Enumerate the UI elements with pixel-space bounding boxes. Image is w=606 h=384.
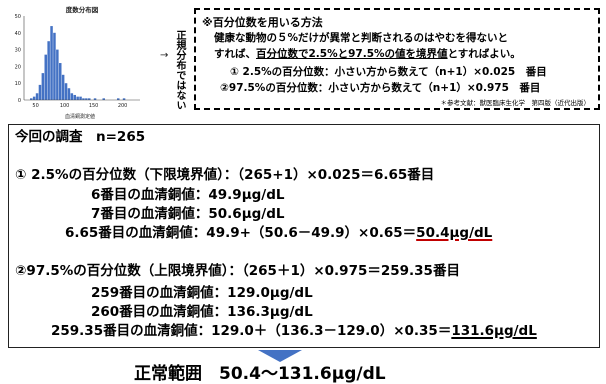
x-axis-ticks: 50 100 150 200 [32, 103, 127, 109]
survey-header: 今回の調査 n=265 [15, 129, 146, 145]
histogram-bar [47, 41, 50, 100]
y-tick-label: 40 [15, 31, 21, 37]
arrow-right-icon: → [160, 50, 169, 61]
x-tick-label: 50 [32, 103, 38, 109]
x-tick-label: 150 [89, 103, 99, 109]
lower-interpolation-formula: 6.65番目の血清銅値：49.9+（50.6－49.9）×0.65＝ [65, 225, 417, 241]
histogram-bar [30, 98, 33, 100]
histogram-bar [70, 93, 74, 100]
y-tick-label: 50 [15, 14, 21, 20]
upper-value-260th: 260番目の血清銅値：136.3μg/dL [91, 304, 313, 320]
method-line-2-underlined: 百分位数で2.5%と97.5%の値を境界値 [256, 48, 448, 60]
method-line-2-pre: すれば、 [214, 48, 256, 60]
histogram-bar [61, 74, 65, 100]
upper-interpolation: 259.35番目の血清銅値：129.0＋（136.3－129.0）×0.35＝1… [51, 323, 537, 339]
histogram-bars [30, 26, 126, 100]
y-tick-label: 20 [15, 64, 21, 70]
method-formula-1: ① 2.5%の百分位数：小さい方から数えて（n+1）×0.025 番目 [230, 66, 547, 78]
arrow-down-icon [258, 350, 302, 362]
histogram-bar [102, 98, 105, 100]
histogram-bar [76, 96, 79, 100]
histogram-bar [85, 98, 88, 100]
lower-value-7th: 7番目の血清銅値：50.6μg/dL [91, 206, 285, 222]
method-formula-2: ②97.5%の百分位数：小さい方から数えて（n+1）×0.975 番目 [220, 82, 541, 94]
histogram-title: 度数分布図 [66, 5, 99, 14]
y-tick-label: 0 [18, 98, 21, 104]
histogram-bar [79, 96, 82, 100]
method-reference: ＊参考文献：獣医臨床生化学 第四版（近代出版） [440, 99, 591, 107]
lower-interpolation: 6.65番目の血清銅値：49.9+（50.6－49.9）×0.65＝50.4μg… [65, 225, 492, 241]
histogram-bar [88, 98, 91, 100]
not-normal-distribution-label: 正規分布ではない [174, 30, 185, 110]
histogram-bar [59, 63, 62, 100]
histogram-bar [73, 94, 76, 100]
lower-percentile-title: ① 2.5%の百分位数（下限境界値）：（265+1）×0.025＝6.65番目 [15, 167, 435, 183]
x-tick-label: 100 [60, 103, 70, 109]
upper-percentile-title: ②97.5%の百分位数（上限境界値）：（265＋1）×0.975＝259.35番… [15, 263, 460, 279]
upper-bound-result: 131.6μg/dL [451, 323, 537, 339]
lower-bound-result: 50.4μg/dL [416, 225, 493, 241]
method-title: ※百分位数を用いる方法 [202, 16, 323, 29]
histogram-bar [117, 98, 120, 100]
histogram-bar [41, 73, 45, 100]
method-line-2: すれば、百分位数で2.5%と97.5%の値を境界値とすればよい。 [214, 46, 521, 61]
y-tick-label: 10 [15, 81, 21, 87]
histogram-xlabel: 血清銅測定値 [65, 113, 95, 120]
method-line-2-post: とすればよい。 [447, 48, 521, 60]
histogram-bar [44, 54, 47, 100]
method-line-1: 健康な動物の５%だけが異常と判断されるのはやむを得ないと [214, 32, 509, 44]
upper-value-259th: 259番目の血清銅値：129.0μg/dL [91, 285, 313, 301]
histogram-bar [82, 98, 85, 100]
histogram-bar [56, 49, 59, 100]
y-axis-ticks: 50 40 30 20 10 0 [15, 14, 21, 104]
lower-value-6th: 6番目の血清銅値：49.9μg/dL [91, 187, 285, 203]
percentile-method-box: ※百分位数を用いる方法 健康な動物の５%だけが異常と判断されるのはやむを得ないと… [194, 8, 600, 110]
histogram-bar [35, 93, 39, 100]
histogram-bar [122, 98, 126, 100]
histogram-bar [64, 83, 68, 100]
histogram-bar [38, 84, 42, 100]
normal-range-result: 正常範囲 50.4～131.6μg/dL [134, 364, 386, 384]
histogram-bar [50, 26, 53, 100]
histogram-bar [93, 98, 97, 100]
histogram-bar [32, 96, 36, 100]
x-tick-label: 200 [118, 103, 128, 109]
calculation-box: 今回の調査 n=265 ① 2.5%の百分位数（下限境界値）：（265+1）×0… [8, 124, 600, 348]
histogram-bar [53, 32, 56, 100]
histogram-bar [67, 88, 71, 100]
y-tick-label: 30 [15, 48, 21, 54]
upper-interpolation-formula: 259.35番目の血清銅値：129.0＋（136.3－129.0）×0.35＝ [51, 323, 452, 339]
